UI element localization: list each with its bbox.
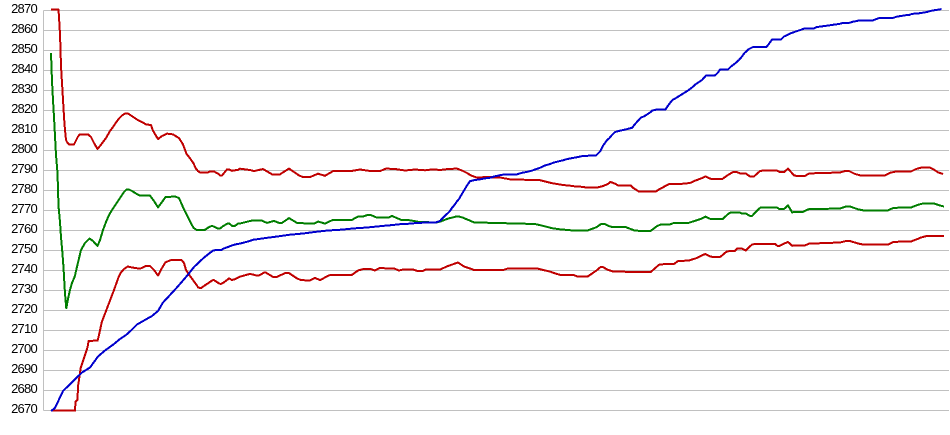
svg-text:2740: 2740	[11, 261, 37, 276]
svg-text:2770: 2770	[11, 201, 37, 216]
svg-text:2790: 2790	[11, 161, 37, 176]
svg-text:2850: 2850	[11, 41, 37, 56]
svg-text:2730: 2730	[11, 281, 37, 296]
svg-text:2860: 2860	[11, 21, 37, 36]
svg-text:2800: 2800	[11, 141, 37, 156]
svg-text:2690: 2690	[11, 361, 37, 376]
svg-text:2810: 2810	[11, 121, 37, 136]
svg-text:2670: 2670	[11, 401, 37, 416]
svg-text:2750: 2750	[11, 241, 37, 256]
svg-text:2820: 2820	[11, 101, 37, 116]
svg-text:2710: 2710	[11, 321, 37, 336]
svg-text:2680: 2680	[11, 381, 37, 396]
svg-text:2830: 2830	[11, 81, 37, 96]
svg-text:2720: 2720	[11, 301, 37, 316]
svg-text:2870: 2870	[11, 1, 37, 16]
svg-text:2780: 2780	[11, 181, 37, 196]
svg-text:2700: 2700	[11, 341, 37, 356]
svg-text:2760: 2760	[11, 221, 37, 236]
svg-text:2840: 2840	[11, 61, 37, 76]
